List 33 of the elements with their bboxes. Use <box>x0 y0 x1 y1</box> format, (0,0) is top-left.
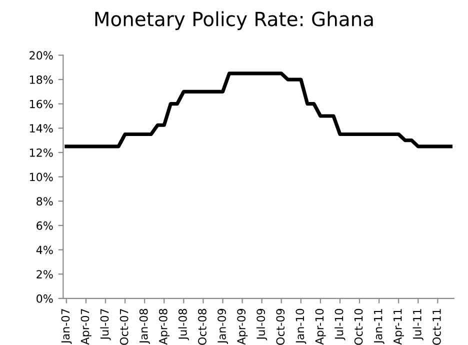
y-tick-label: 8% <box>36 197 53 206</box>
x-tick-label: Jul-11 <box>412 309 424 340</box>
x-tick-label: Jan-07 <box>61 309 72 344</box>
y-tick-label: 10% <box>30 172 53 182</box>
y-tick-label: 16% <box>30 100 53 108</box>
y-tick-label: 4% <box>36 246 53 254</box>
y-tick-label: 18% <box>30 75 53 84</box>
x-tick-label: Oct-11 <box>432 309 441 345</box>
line-series <box>64 72 453 148</box>
x-tick-label: Jul-08 <box>178 308 189 340</box>
x-tick-label: Jan-08 <box>139 308 150 344</box>
y-tick-label: 14% <box>30 124 53 133</box>
x-tick-label: Jul-10 <box>334 308 346 340</box>
y-tick-label: 12% <box>30 148 53 157</box>
x-tick-label: Apr-07 <box>80 309 92 345</box>
x-tick-label: Oct-08 <box>198 308 206 345</box>
x-tick-label: Jan-09 <box>218 308 228 344</box>
x-tick-label: Jul-09 <box>256 308 268 340</box>
y-tick-label: 6% <box>36 221 53 230</box>
x-tick-label: Oct-09 <box>276 308 285 345</box>
x-tick-label: Apr-11 <box>394 309 404 345</box>
x-tick-label: Oct-07 <box>120 309 128 345</box>
x-tick-label: Apr-09 <box>237 308 248 345</box>
y-tick-label: 0% <box>36 294 53 303</box>
x-tick-label: Apr-08 <box>158 308 170 345</box>
x-tick-label: Jan-11 <box>374 309 384 344</box>
x-tick-label: Jul-07 <box>100 309 111 340</box>
x-tick-label: Oct-10 <box>354 308 363 345</box>
y-tick-label: 2% <box>36 270 53 278</box>
chart-title: Monetary Policy Rate: Ghana <box>95 11 373 30</box>
x-tick-label: Apr-10 <box>315 308 326 345</box>
y-tick-label: 20% <box>30 51 53 60</box>
x-tick-label: Jan-10 <box>296 308 306 344</box>
